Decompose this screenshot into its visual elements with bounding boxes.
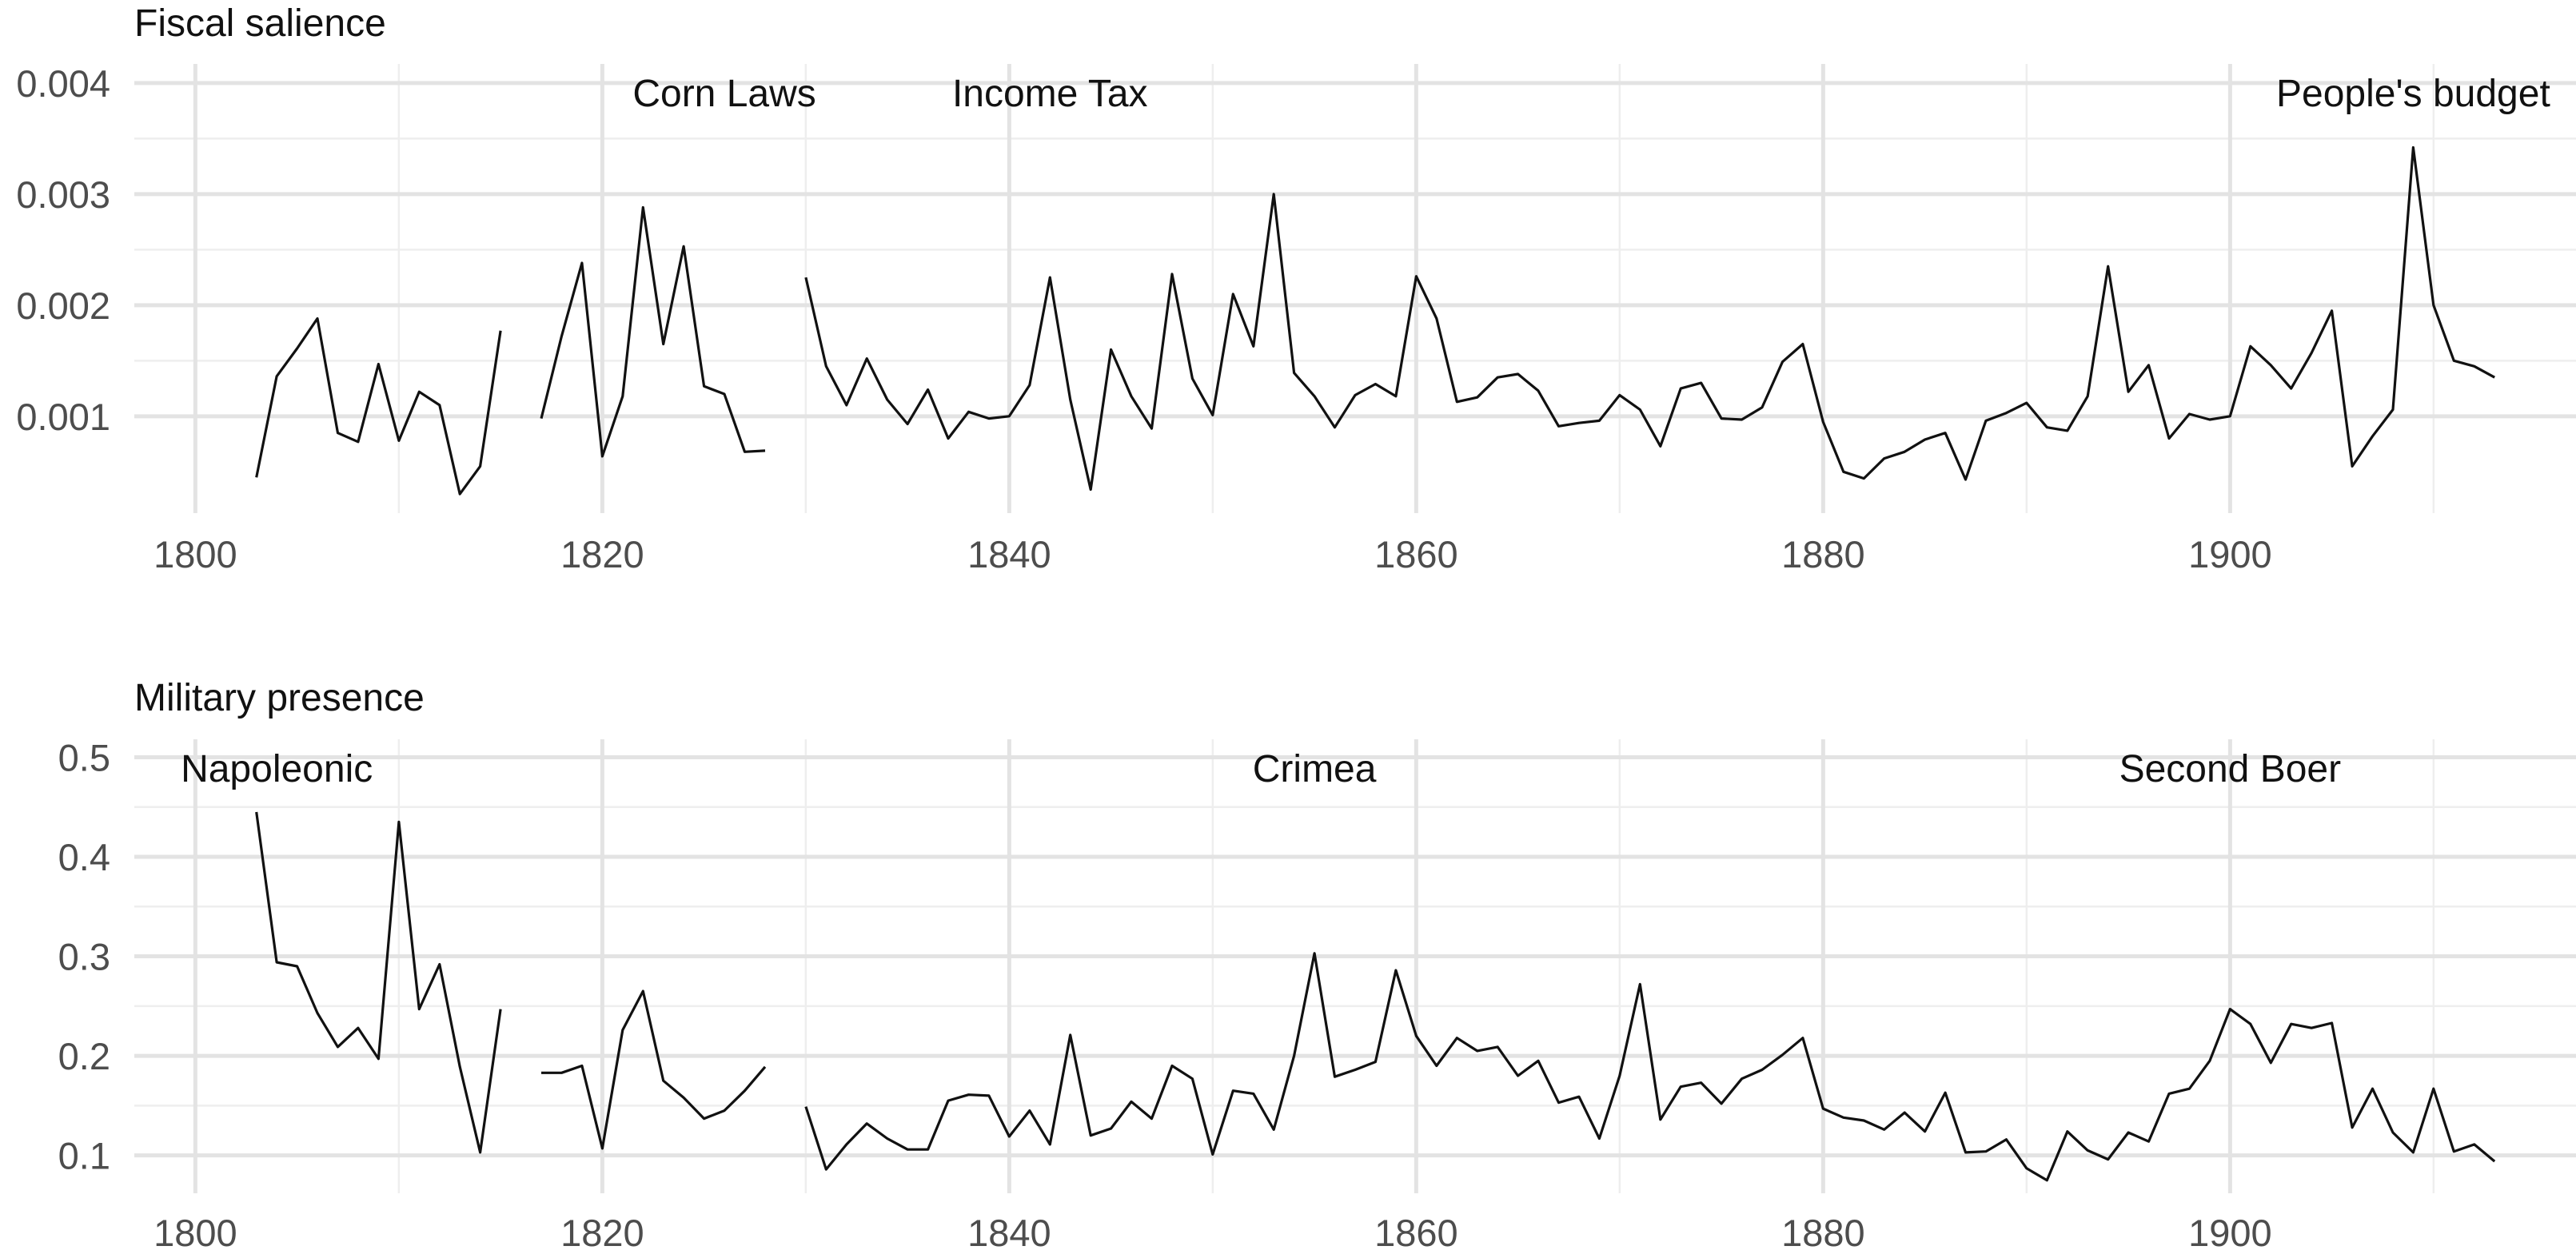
panel-1-y-tick-0-001: 0.001 <box>16 396 110 438</box>
panel-2-x-tick-1900: 1900 <box>2188 1212 2272 1254</box>
panel-1-x-tick-1840: 1840 <box>967 533 1051 575</box>
panel-1-x-tick-1820: 1820 <box>560 533 644 575</box>
panel-2-y-tick-0-3: 0.3 <box>58 936 110 978</box>
panel-1-y-tick-0-004: 0.004 <box>16 62 110 105</box>
panel-1-fiscal-salience: 1800 1820 1840 1860 1880 1900 0.001 0.002 0.003 0… <box>16 2 2576 575</box>
panel-2-x-tick-1820: 1820 <box>560 1212 644 1254</box>
panel-1-title: Fiscal salience <box>134 2 386 45</box>
panel-2-y-tick-0-4: 0.4 <box>58 836 110 878</box>
panel-1-annotation-corn-laws: Corn Laws <box>632 73 815 115</box>
panel-2-series-segment-2 <box>541 989 767 1150</box>
panel-1-series-segment-3 <box>804 145 2495 492</box>
panel-1-series-segment-1 <box>255 316 502 496</box>
panel-2-annotation-napoleonic: Napoleonic <box>181 748 373 790</box>
panel-2-x-tick-1840: 1840 <box>967 1212 1051 1254</box>
panel-1-annotation-income-tax: Income Tax <box>952 73 1148 115</box>
panel-2-title: Military presence <box>134 677 425 719</box>
panel-2-x-tick-1860: 1860 <box>1374 1212 1458 1254</box>
panel-2-x-tick-1880: 1880 <box>1781 1212 1865 1254</box>
panel-1-series-segment-2 <box>540 205 766 458</box>
panel-2-x-tick-1800: 1800 <box>154 1212 237 1254</box>
panel-1-x-tick-1800: 1800 <box>154 533 237 575</box>
panel-1-annotation-people-s-budget: People's budget <box>2276 73 2550 115</box>
panel-2-military-presence: 1800 1820 1840 1860 1880 1900 0.1 0.2 0.3 0.4 0.5 M… <box>58 677 2576 1254</box>
panel-1-x-tick-1880: 1880 <box>1781 533 1865 575</box>
panel-2-annotation-second-boer: Second Boer <box>2119 748 2342 790</box>
panel-2-series-segment-1 <box>255 811 502 1154</box>
panel-1-y-tick-0-002: 0.002 <box>16 285 110 327</box>
panel-2-series-segment-3 <box>804 952 2496 1182</box>
panel-1-x-tick-1900: 1900 <box>2188 533 2272 575</box>
panel-2-y-tick-0-5: 0.5 <box>58 736 110 778</box>
panel-1-y-tick-0-003: 0.003 <box>16 173 110 216</box>
panel-2-annotation-crimea: Crimea <box>1253 748 1377 790</box>
panel-1-x-tick-1860: 1860 <box>1374 533 1458 575</box>
panel-2-y-tick-0-1: 0.1 <box>58 1135 110 1177</box>
panel-2-y-tick-0-2: 0.2 <box>58 1035 110 1077</box>
